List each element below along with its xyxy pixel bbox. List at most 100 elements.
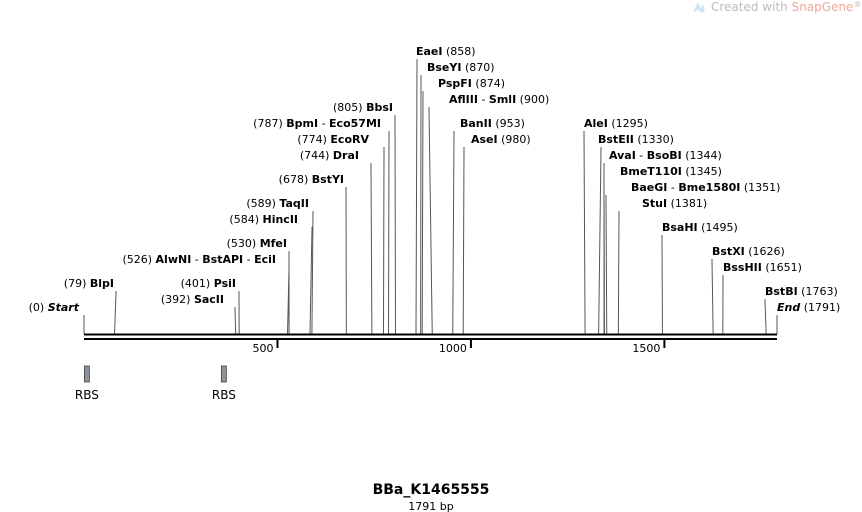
site-connector-banii <box>452 131 455 335</box>
site-position: (744) <box>300 149 333 162</box>
enzyme-name: BstYI <box>312 173 344 186</box>
site-label-bsahi[interactable]: BsaHI (1495) <box>662 221 738 234</box>
enzyme-name: HincII <box>262 213 298 226</box>
enzyme-name: BmeT110I <box>620 165 682 178</box>
enzyme-name: EcoRV <box>330 133 369 146</box>
site-position: (787) <box>253 117 286 130</box>
site-label-blpi[interactable]: (79) BlpI <box>64 277 114 290</box>
site-label-bstxi[interactable]: BstXI (1626) <box>712 245 785 258</box>
site-label-ecorv[interactable]: (774) EcoRV <box>297 133 369 146</box>
enzyme-name: AflIII <box>449 93 478 106</box>
site-label-bbsi[interactable]: (805) BbsI <box>333 101 393 114</box>
site-connector-drai <box>370 163 373 335</box>
enzyme-name: BstBI <box>765 285 798 298</box>
watermark-prefix: Created with <box>711 0 792 14</box>
enzyme-name: DraI <box>333 149 359 162</box>
site-label-drai[interactable]: (744) DraI <box>300 149 359 162</box>
enzyme-name: SmlI <box>489 93 516 106</box>
enzyme-name: BanII <box>460 117 492 130</box>
site-position: (900) <box>516 93 549 106</box>
site-label-avai-bsobi[interactable]: AvaI - BsoBI (1344) <box>609 149 722 162</box>
site-label-bseyi[interactable]: BseYI (870) <box>427 61 495 74</box>
site-label-bmet110i[interactable]: BmeT110I (1345) <box>620 165 722 178</box>
site-position: (1330) <box>634 133 674 146</box>
site-connector-hincii <box>309 227 313 335</box>
feature-block-rbs[interactable] <box>220 365 227 383</box>
site-separator: - <box>667 181 678 194</box>
feature-block-rbs[interactable] <box>83 365 90 383</box>
enzyme-name: BssHII <box>723 261 762 274</box>
enzyme-name: AvaI <box>609 149 636 162</box>
site-position: (1763) <box>798 285 838 298</box>
site-label-hincii[interactable]: (584) HincII <box>229 213 298 226</box>
site-label-banii[interactable]: BanII (953) <box>460 117 525 130</box>
enzyme-name: BseYI <box>427 61 461 74</box>
enzyme-name: StuI <box>642 197 667 210</box>
enzyme-name: AlwNI <box>156 253 192 266</box>
site-label-end[interactable]: End (1791) <box>777 301 840 314</box>
site-separator: - <box>191 253 202 266</box>
site-position: (980) <box>498 133 531 146</box>
site-label-alei[interactable]: AleI (1295) <box>584 117 648 130</box>
enzyme-name: Bme1580I <box>678 181 740 194</box>
site-label-stui[interactable]: StuI (1381) <box>642 197 707 210</box>
enzyme-name: BstXI <box>712 245 745 258</box>
site-label-pspfi[interactable]: PspFI (874) <box>438 77 505 90</box>
site-label-asei[interactable]: AseI (980) <box>471 133 531 146</box>
site-separator: - <box>243 253 254 266</box>
enzyme-name: BbsI <box>366 101 393 114</box>
enzyme-name: BstEII <box>598 133 634 146</box>
site-connector-afliii-smli <box>428 107 433 335</box>
site-position: (805) <box>333 101 366 114</box>
site-label-sacii[interactable]: (392) SacII <box>161 293 224 306</box>
site-label-alwni-bstapi-ecii[interactable]: (526) AlwNI - BstAPI - EciI <box>122 253 276 266</box>
enzyme-name: BstAPI <box>202 253 243 266</box>
site-connector-bsteii <box>598 147 602 335</box>
enzyme-name: PsiI <box>214 277 236 290</box>
site-label-bstyi[interactable]: (678) BstYI <box>279 173 344 186</box>
map-title: BBa_K1465555 <box>373 482 490 498</box>
enzyme-name: AseI <box>471 133 498 146</box>
watermark: Created with SnapGene® <box>693 0 861 14</box>
snapgene-logo-icon <box>693 2 705 12</box>
site-label-eaei[interactable]: EaeI (858) <box>416 45 476 58</box>
enzyme-name: SacII <box>194 293 224 306</box>
site-connector-sacii <box>234 307 237 335</box>
site-label-bsshii[interactable]: BssHII (1651) <box>723 261 802 274</box>
enzyme-name: EciI <box>254 253 276 266</box>
site-position: (0) <box>29 301 48 314</box>
site-position: (530) <box>227 237 260 250</box>
site-position: (678) <box>279 173 312 186</box>
site-connector-stui <box>617 211 620 335</box>
enzyme-name: BpmI <box>286 117 318 130</box>
ruler-tick-label: 1500 <box>632 342 660 355</box>
terminus-label: Start <box>48 301 80 314</box>
feature-label-rbs: RBS <box>212 388 236 402</box>
site-connector-bstbi <box>764 299 767 335</box>
site-label-taqii[interactable]: (589) TaqII <box>246 197 309 210</box>
enzyme-name: PspFI <box>438 77 472 90</box>
site-labels: (0) Start (79) BlpI (392) SacII (401) PsiI (… <box>29 45 841 314</box>
site-separator: - <box>478 93 489 106</box>
site-position: (953) <box>492 117 525 130</box>
site-label-psii[interactable]: (401) PsiI <box>181 277 236 290</box>
enzyme-name: AleI <box>584 117 608 130</box>
site-label-bstbi[interactable]: BstBI (1763) <box>765 285 838 298</box>
site-connector-bstxi <box>711 259 714 335</box>
site-position: (870) <box>461 61 494 74</box>
site-label-bpmi-eco57mi[interactable]: (787) BpmI - Eco57MI <box>253 117 381 130</box>
site-label-baegi-bme1580i[interactable]: BaeGI - Bme1580I (1351) <box>631 181 780 194</box>
site-separator: - <box>636 149 647 162</box>
site-position: (1345) <box>682 165 722 178</box>
site-connector-ecorv <box>382 147 385 335</box>
site-label-bsteii[interactable]: BstEII (1330) <box>598 133 674 146</box>
site-position: (874) <box>472 77 505 90</box>
site-label-afliii-smli[interactable]: AflIII - SmlI (900) <box>449 93 549 106</box>
site-label-start[interactable]: (0) Start <box>29 301 80 314</box>
svg-text:Created with SnapGene®: Created with SnapGene® <box>711 0 861 14</box>
site-label-mfei[interactable]: (530) MfeI <box>227 237 287 250</box>
enzyme-name: Eco57MI <box>329 117 381 130</box>
site-position: (1651) <box>762 261 802 274</box>
site-connector-eaei <box>415 59 418 335</box>
watermark-mark: ® <box>853 0 861 9</box>
